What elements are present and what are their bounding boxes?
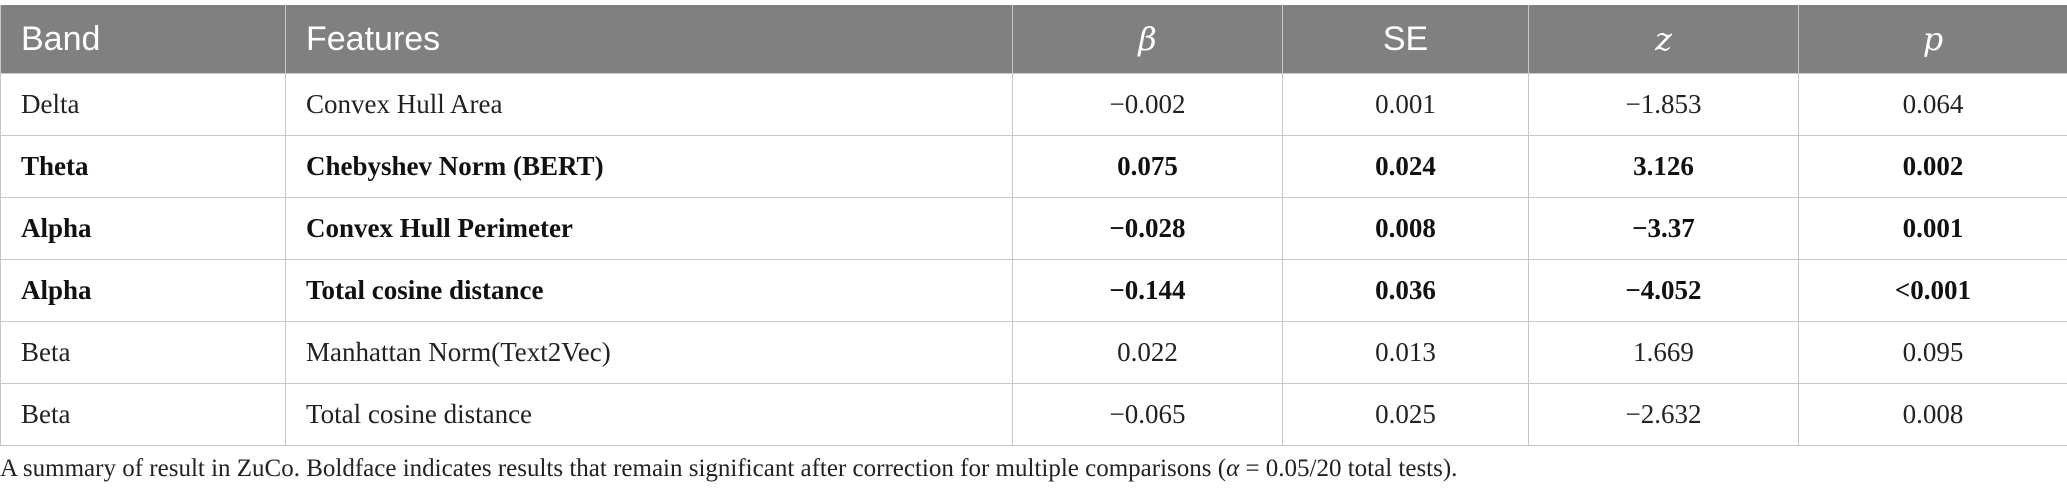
cell-beta: −0.144 — [1012, 259, 1283, 322]
cell-band: Delta — [0, 73, 286, 136]
table-caption: A summary of result in ZuCo. Boldface in… — [0, 455, 1457, 483]
header-features: Features — [285, 5, 1013, 74]
cell-se: 0.025 — [1282, 383, 1529, 446]
header-p: p — [1798, 5, 2067, 74]
cell-p: <0.001 — [1798, 259, 2067, 322]
cell-features: Chebyshev Norm (BERT) — [285, 135, 1013, 198]
cell-z: −1.853 — [1528, 73, 1799, 136]
header-band: Band — [0, 5, 286, 74]
table-row: Beta Manhattan Norm(Text2Vec) 0.022 0.013 1.… — [0, 321, 2067, 384]
cell-features: Total cosine distance — [285, 259, 1013, 322]
cell-se: 0.036 — [1282, 259, 1529, 322]
cell-z: 3.126 — [1528, 135, 1799, 198]
results-table: Band Features β SE z p Delta Convex Hull … — [0, 5, 2067, 446]
caption-text-after: = 0.05/20 total tests). — [1239, 455, 1458, 482]
cell-z: 1.669 — [1528, 321, 1799, 384]
caption-alpha-symbol: α — [1226, 455, 1240, 482]
cell-features: Manhattan Norm(Text2Vec) — [285, 321, 1013, 384]
cell-p: 0.095 — [1798, 321, 2067, 384]
cell-z: −2.632 — [1528, 383, 1799, 446]
cell-beta: −0.065 — [1012, 383, 1283, 446]
cell-features: Total cosine distance — [285, 383, 1013, 446]
table-row: Alpha Convex Hull Perimeter −0.028 0.008 −3.… — [0, 197, 2067, 260]
cell-band: Alpha — [0, 259, 286, 322]
cell-band: Beta — [0, 383, 286, 446]
cell-beta: 0.022 — [1012, 321, 1283, 384]
cell-p: 0.008 — [1798, 383, 2067, 446]
cell-se: 0.008 — [1282, 197, 1529, 260]
table-row: Beta Total cosine distance −0.065 0.025 −2.6… — [0, 383, 2067, 446]
table-header-row: Band Features β SE z p — [0, 5, 2067, 74]
cell-features: Convex Hull Perimeter — [285, 197, 1013, 260]
header-beta: β — [1012, 5, 1283, 74]
cell-p: 0.064 — [1798, 73, 2067, 136]
header-z: z — [1528, 5, 1799, 74]
cell-p: 0.001 — [1798, 197, 2067, 260]
cell-se: 0.013 — [1282, 321, 1529, 384]
cell-se: 0.001 — [1282, 73, 1529, 136]
cell-features: Convex Hull Area — [285, 73, 1013, 136]
cell-z: −3.37 — [1528, 197, 1799, 260]
results-table-container: Band Features β SE z p Delta Convex Hull … — [0, 5, 2067, 446]
table-row: Theta Chebyshev Norm (BERT) 0.075 0.024 3.12… — [0, 135, 2067, 198]
table-row: Alpha Total cosine distance −0.144 0.036 −4.… — [0, 259, 2067, 322]
header-se: SE — [1282, 5, 1529, 74]
cell-band: Theta — [0, 135, 286, 198]
cell-beta: 0.075 — [1012, 135, 1283, 198]
caption-text-before: A summary of result in ZuCo. Boldface in… — [0, 455, 1227, 482]
cell-band: Alpha — [0, 197, 286, 260]
cell-z: −4.052 — [1528, 259, 1799, 322]
cell-p: 0.002 — [1798, 135, 2067, 198]
cell-se: 0.024 — [1282, 135, 1529, 198]
table-row: Delta Convex Hull Area −0.002 0.001 −1.853 0.… — [0, 73, 2067, 136]
cell-band: Beta — [0, 321, 286, 384]
cell-beta: −0.028 — [1012, 197, 1283, 260]
cell-beta: −0.002 — [1012, 73, 1283, 136]
